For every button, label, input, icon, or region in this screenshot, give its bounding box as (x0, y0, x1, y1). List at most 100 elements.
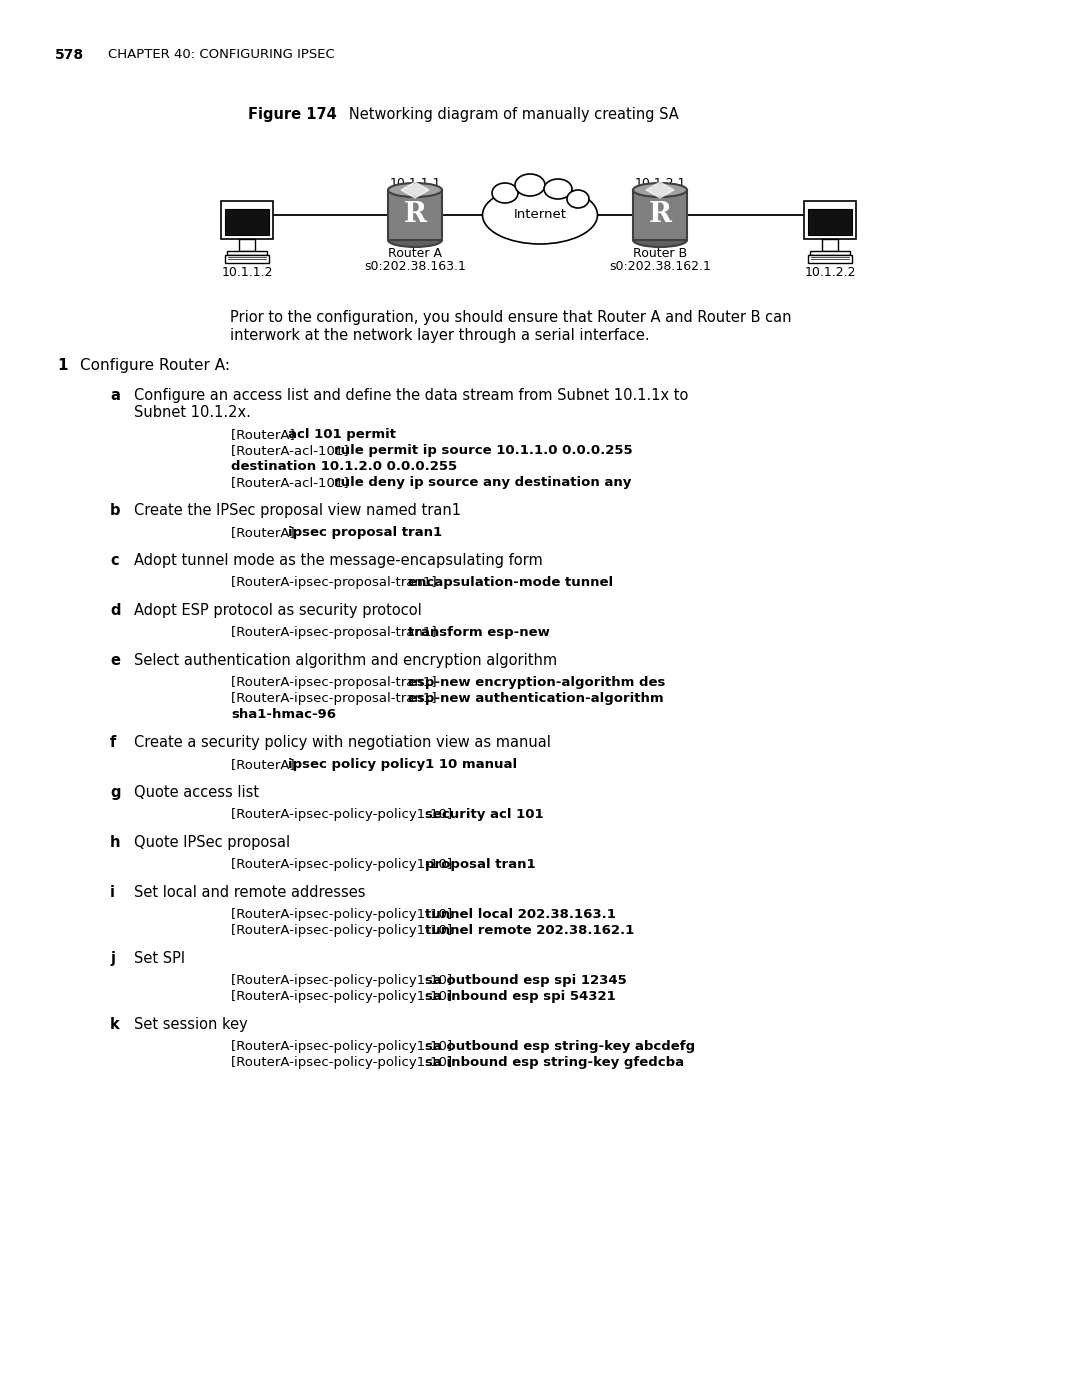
Text: 10.1.1.1: 10.1.1.1 (389, 177, 441, 190)
Bar (822, 239, 838, 251)
Text: PC B: PC B (815, 253, 845, 265)
Text: Set local and remote addresses: Set local and remote addresses (134, 886, 365, 900)
Text: i: i (110, 886, 114, 900)
Ellipse shape (544, 179, 572, 198)
Text: [RouterA-ipsec-proposal-tran1]: [RouterA-ipsec-proposal-tran1] (231, 692, 441, 705)
Ellipse shape (483, 186, 597, 244)
Text: sa inbound esp spi 54321: sa inbound esp spi 54321 (426, 990, 617, 1003)
Text: Create the IPSec proposal view named tran1: Create the IPSec proposal view named tra… (134, 503, 461, 518)
Text: [RouterA-acl-101]: [RouterA-acl-101] (231, 476, 353, 489)
Text: sa outbound esp string-key abcdefg: sa outbound esp string-key abcdefg (426, 1039, 696, 1053)
Bar (388, 190, 442, 240)
Text: g: g (110, 785, 121, 800)
Text: Networking diagram of manually creating SA: Networking diagram of manually creating … (335, 108, 678, 122)
Text: [RouterA-ipsec-policy-policy1-10]: [RouterA-ipsec-policy-policy1-10] (231, 807, 457, 821)
Text: 1: 1 (57, 358, 67, 373)
Bar (808, 256, 852, 263)
Ellipse shape (633, 183, 687, 197)
Ellipse shape (567, 190, 589, 208)
Text: [RouterA-ipsec-policy-policy1-10]: [RouterA-ipsec-policy-policy1-10] (231, 858, 457, 870)
Text: s0:202.38.163.1: s0:202.38.163.1 (364, 260, 465, 272)
Text: Quote access list: Quote access list (134, 785, 259, 800)
Text: esp-new encryption-algorithm des: esp-new encryption-algorithm des (408, 676, 665, 689)
Text: 10.1.2.2: 10.1.2.2 (805, 265, 855, 279)
Text: Internet: Internet (513, 208, 567, 222)
Text: Select authentication algorithm and encryption algorithm: Select authentication algorithm and encr… (134, 652, 557, 668)
Text: sa inbound esp string-key gfedcba: sa inbound esp string-key gfedcba (426, 1056, 685, 1069)
Bar (808, 210, 852, 235)
Ellipse shape (492, 183, 518, 203)
Text: R: R (404, 201, 427, 229)
Text: sa outbound esp spi 12345: sa outbound esp spi 12345 (426, 974, 627, 988)
Polygon shape (646, 182, 674, 198)
Text: [RouterA]: [RouterA] (231, 759, 299, 771)
Text: Router B: Router B (633, 247, 687, 260)
Text: j: j (110, 951, 114, 965)
Text: a: a (110, 388, 120, 402)
Ellipse shape (515, 175, 545, 196)
Ellipse shape (388, 183, 442, 197)
Text: d: d (110, 604, 121, 617)
Text: [RouterA-ipsec-policy-policy1-10]: [RouterA-ipsec-policy-policy1-10] (231, 908, 457, 921)
Text: rule permit ip source 10.1.1.0 0.0.0.255: rule permit ip source 10.1.1.0 0.0.0.255 (334, 444, 633, 457)
Text: k: k (110, 1017, 120, 1032)
Text: security acl 101: security acl 101 (426, 807, 544, 821)
Ellipse shape (388, 233, 442, 247)
Text: [RouterA-ipsec-policy-policy1-10]: [RouterA-ipsec-policy-policy1-10] (231, 974, 457, 988)
Text: esp-new authentication-algorithm: esp-new authentication-algorithm (408, 692, 664, 705)
Bar (227, 251, 267, 256)
Text: [RouterA-ipsec-proposal-tran1]: [RouterA-ipsec-proposal-tran1] (231, 626, 441, 638)
Text: tunnel local 202.38.163.1: tunnel local 202.38.163.1 (426, 908, 617, 921)
Text: sha1-hmac-96: sha1-hmac-96 (231, 708, 336, 721)
Text: [RouterA]: [RouterA] (231, 427, 299, 441)
Text: [RouterA]: [RouterA] (231, 527, 299, 539)
Text: Prior to the configuration, you should ensure that Router A and Router B can: Prior to the configuration, you should e… (230, 310, 792, 326)
Text: [RouterA-acl-101]: [RouterA-acl-101] (231, 444, 353, 457)
Text: tunnel remote 202.38.162.1: tunnel remote 202.38.162.1 (426, 923, 635, 937)
Text: encapsulation-mode tunnel: encapsulation-mode tunnel (408, 576, 613, 590)
Text: ipsec policy policy1 10 manual: ipsec policy policy1 10 manual (288, 759, 517, 771)
Bar (221, 201, 273, 239)
Text: Configure an access list and define the data stream from Subnet 10.1.1x to: Configure an access list and define the … (134, 388, 688, 402)
Text: Quote IPSec proposal: Quote IPSec proposal (134, 835, 291, 849)
Text: e: e (110, 652, 120, 668)
Text: proposal tran1: proposal tran1 (426, 858, 536, 870)
Text: CHAPTER 40: CONFIGURING IPSEC: CHAPTER 40: CONFIGURING IPSEC (108, 47, 335, 61)
Text: [RouterA-ipsec-proposal-tran1]: [RouterA-ipsec-proposal-tran1] (231, 676, 441, 689)
Text: [RouterA-ipsec-policy-policy1-10]: [RouterA-ipsec-policy-policy1-10] (231, 990, 457, 1003)
Text: destination 10.1.2.0 0.0.0.255: destination 10.1.2.0 0.0.0.255 (231, 460, 457, 474)
Polygon shape (401, 182, 429, 198)
Text: Set SPI: Set SPI (134, 951, 185, 965)
Text: [RouterA-ipsec-proposal-tran1]: [RouterA-ipsec-proposal-tran1] (231, 576, 441, 590)
Bar (239, 239, 255, 251)
Text: [RouterA-ipsec-policy-policy1-10]: [RouterA-ipsec-policy-policy1-10] (231, 1039, 457, 1053)
Text: b: b (110, 503, 121, 518)
Text: Figure 174: Figure 174 (248, 108, 337, 122)
Text: f: f (110, 735, 117, 750)
Bar (633, 190, 687, 240)
Text: acl 101 permit: acl 101 permit (288, 427, 396, 441)
Text: Adopt tunnel mode as the message-encapsulating form: Adopt tunnel mode as the message-encapsu… (134, 553, 543, 569)
Text: Create a security policy with negotiation view as manual: Create a security policy with negotiatio… (134, 735, 551, 750)
Bar (225, 256, 269, 263)
Text: ipsec proposal tran1: ipsec proposal tran1 (288, 527, 443, 539)
Bar (804, 201, 856, 239)
Text: s0:202.38.162.1: s0:202.38.162.1 (609, 260, 711, 272)
Text: rule deny ip source any destination any: rule deny ip source any destination any (334, 476, 632, 489)
Text: R: R (648, 201, 672, 229)
Text: Subnet 10.1.2x.: Subnet 10.1.2x. (134, 405, 251, 420)
Text: 578: 578 (55, 47, 84, 61)
Ellipse shape (633, 233, 687, 247)
Bar (225, 210, 269, 235)
Text: [RouterA-ipsec-policy-policy1-10]: [RouterA-ipsec-policy-policy1-10] (231, 1056, 457, 1069)
Text: Set session key: Set session key (134, 1017, 247, 1032)
Bar (810, 251, 850, 256)
Text: transform esp-new: transform esp-new (408, 626, 550, 638)
Text: c: c (110, 553, 119, 569)
Text: Adopt ESP protocol as security protocol: Adopt ESP protocol as security protocol (134, 604, 422, 617)
Text: [RouterA-ipsec-policy-policy1-10]: [RouterA-ipsec-policy-policy1-10] (231, 923, 457, 937)
Text: Configure Router A:: Configure Router A: (80, 358, 230, 373)
Text: PC A: PC A (232, 253, 261, 265)
Text: 10.1.1.2: 10.1.1.2 (221, 265, 273, 279)
Text: h: h (110, 835, 121, 849)
